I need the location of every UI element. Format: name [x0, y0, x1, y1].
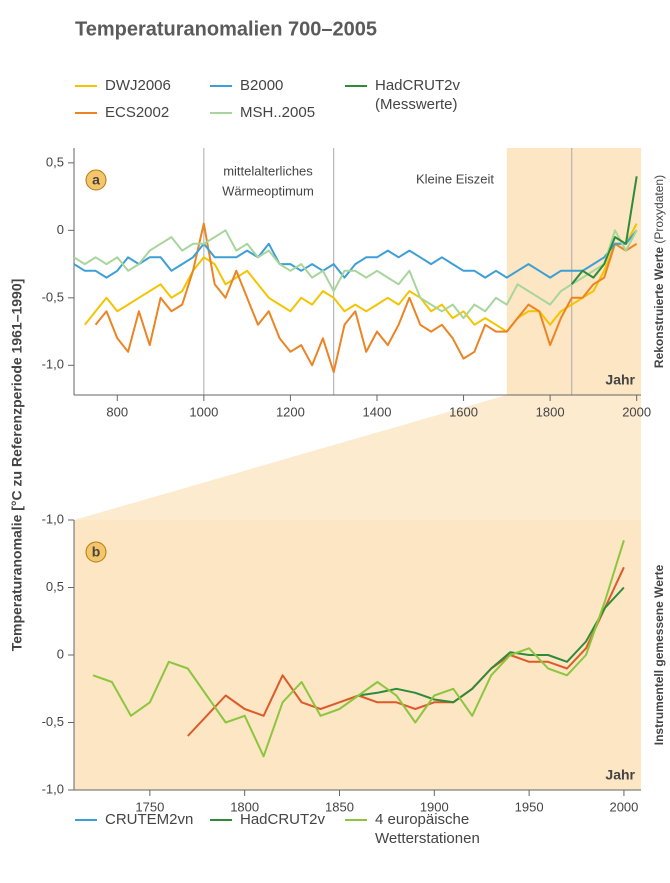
- annotation: Kleine Eiszeit: [416, 171, 494, 186]
- legend-item: 4 europäische Wetterstationen: [345, 810, 495, 848]
- legend-label: ECS2002: [105, 104, 170, 121]
- x-tick-label: 1850: [325, 799, 354, 814]
- legend-item: ECS2002: [75, 103, 210, 122]
- legend-swatch: [210, 112, 232, 114]
- series-line: [73, 229, 638, 279]
- panel-label: b: [92, 544, 101, 560]
- legend-swatch: [75, 85, 97, 87]
- y-tick-label: -0,5: [42, 289, 64, 304]
- legend-item: CRUTEM2vn: [75, 810, 210, 848]
- chart-title: Temperaturanomalien 700–2005: [75, 18, 377, 40]
- series-line: [94, 222, 638, 374]
- y-tick-label: 0,5: [46, 579, 64, 594]
- legend-item: HadCRUT2v: [210, 810, 345, 848]
- x-tick-label: 1950: [515, 799, 544, 814]
- legend: CRUTEM2vn HadCRUT2v 4 europäische Wetterst…: [75, 810, 495, 848]
- x-tick-label: 2000: [622, 404, 651, 419]
- panel-label: a: [92, 172, 100, 188]
- x-tick-label: 1200: [276, 404, 305, 419]
- legend-label: CRUTEM2vn: [105, 811, 194, 828]
- series-line: [187, 566, 625, 737]
- series-line: [84, 223, 638, 333]
- right-label-main: Instrumentell gemessene Werte: [652, 564, 666, 745]
- annotation: Wärmeoptimum: [222, 183, 314, 198]
- legend-item: DWJ2006: [75, 76, 210, 95]
- panel-badge: [85, 541, 107, 563]
- legend-item: MSH..2005: [210, 103, 345, 122]
- x-tick-label: 1600: [449, 404, 478, 419]
- x-tick-label: 2000: [609, 799, 638, 814]
- panel-badge: [85, 169, 107, 191]
- zoom-connector: [74, 395, 641, 520]
- legend-label: HadCRUT2v (Messwerte): [375, 77, 461, 113]
- series-line: [92, 540, 625, 758]
- x-tick-label: 1800: [536, 404, 565, 419]
- x-tick-label: 1900: [420, 799, 449, 814]
- x-axis-label: Jahr: [605, 372, 635, 388]
- series-line: [570, 176, 638, 285]
- series-line: [358, 586, 625, 704]
- x-tick-label: 1800: [230, 799, 259, 814]
- x-tick-label: 800: [106, 404, 128, 419]
- legend-label: DWJ2006: [105, 77, 171, 94]
- legend-swatch: [75, 112, 97, 114]
- legend-swatch: [75, 819, 97, 821]
- legend-item: B2000: [210, 76, 345, 95]
- x-axis-label: Jahr: [605, 767, 635, 783]
- legend-label: MSH..2005: [240, 104, 316, 121]
- y-tick-label: -1,0: [42, 511, 64, 526]
- legend-label: 4 europäische Wetterstationen: [375, 811, 480, 847]
- right-label-main: Rekonstruierte Werte: [652, 247, 666, 368]
- x-tick-label: 1000: [189, 404, 218, 419]
- series-line: [73, 229, 638, 320]
- x-tick-label: 1750: [135, 799, 164, 814]
- right-label: Instrumentell gemessene Werte: [652, 564, 666, 745]
- annotation: mittelalterliches: [223, 163, 313, 178]
- y-axis-label: Temperaturanomalie [°C zu Referenzperiod…: [9, 279, 25, 652]
- y-tick-label: -0,5: [42, 714, 64, 729]
- y-tick-label: -1,0: [42, 357, 64, 372]
- legend-label: B2000: [240, 77, 284, 94]
- x-tick-label: 1400: [363, 404, 392, 419]
- y-tick-label: 0,5: [46, 154, 64, 169]
- legend-label: HadCRUT2v: [240, 811, 326, 828]
- right-label-note: (Proxydaten): [652, 175, 666, 244]
- y-tick-label: 0: [57, 646, 64, 661]
- legend-swatch: [345, 85, 367, 87]
- legend-swatch: [210, 819, 232, 821]
- legend-item: HadCRUT2v (Messwerte): [345, 76, 495, 122]
- right-label: Rekonstruierte Werte (Proxydaten): [652, 175, 666, 368]
- y-tick-label: 0: [57, 222, 64, 237]
- plot-background: [74, 520, 641, 790]
- legend: DWJ2006 ECS2002 B2000 MSH..2005 HadCRUT2v (M…: [75, 76, 495, 122]
- legend-swatch: [345, 819, 367, 821]
- y-tick-label: -1,0: [42, 781, 64, 796]
- legend-swatch: [210, 85, 232, 87]
